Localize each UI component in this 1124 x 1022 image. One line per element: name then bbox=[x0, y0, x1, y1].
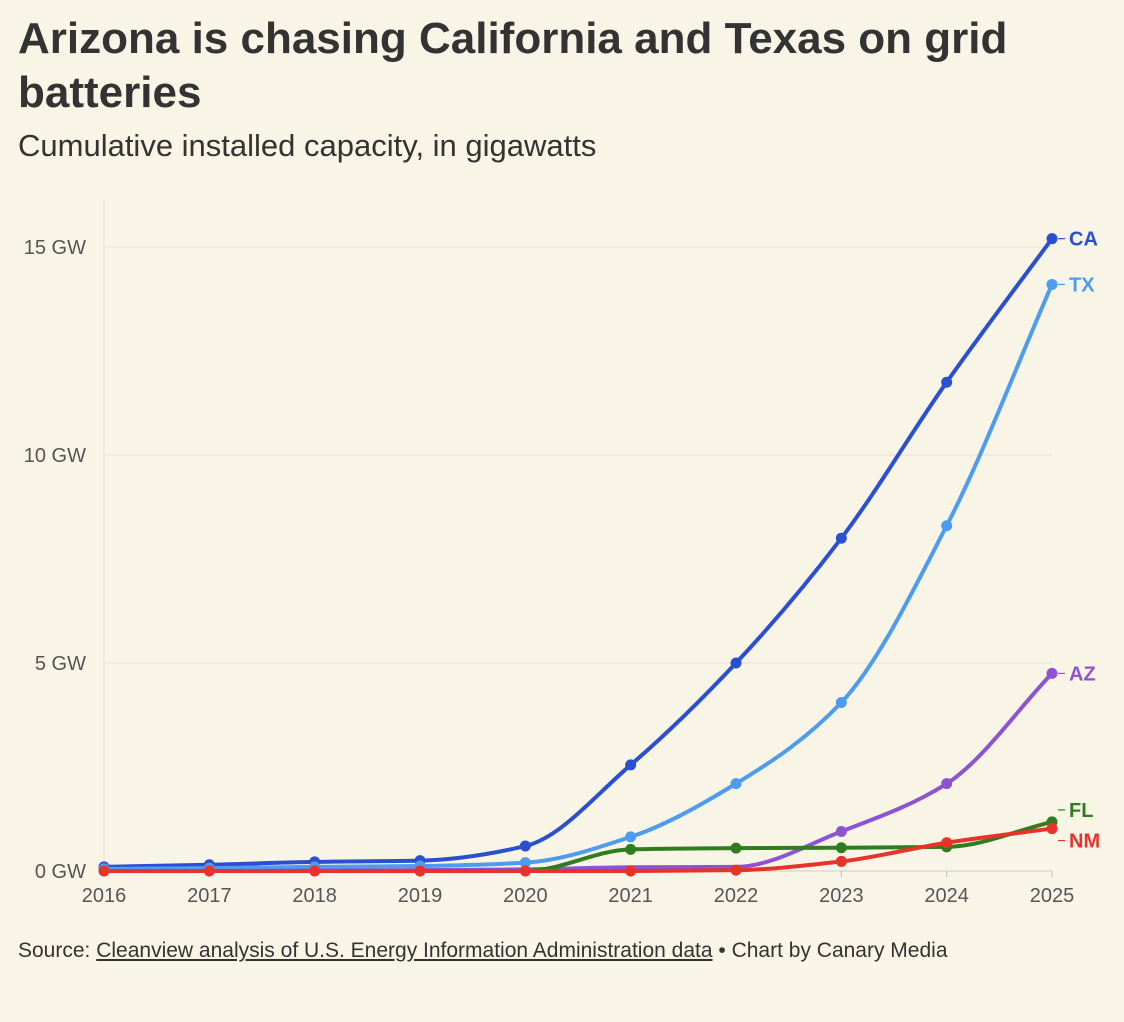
data-point-tx bbox=[625, 831, 637, 843]
data-point-fl bbox=[625, 843, 637, 855]
data-point-nm bbox=[519, 865, 531, 877]
y-tick-label: 15 GW bbox=[24, 237, 86, 259]
data-point-nm bbox=[414, 865, 426, 877]
series-line-az bbox=[102, 671, 1054, 873]
x-tick-label: 2024 bbox=[924, 885, 969, 907]
data-point-nm bbox=[941, 837, 953, 849]
data-point-ca bbox=[519, 840, 531, 852]
series-line-nm bbox=[102, 826, 1054, 873]
data-point-nm bbox=[730, 864, 742, 876]
x-tick-label: 2022 bbox=[714, 885, 759, 907]
line-chart: 0 GW 5 GW 10 GW 15 GW 2016 2017 2018 2019 2020 20… bbox=[24, 200, 1100, 907]
data-point-fl bbox=[730, 842, 742, 854]
footer-separator: • bbox=[718, 939, 726, 962]
x-tick-label: 2017 bbox=[187, 885, 232, 907]
data-point-nm bbox=[1046, 823, 1058, 835]
x-tick-label: 2025 bbox=[1030, 885, 1075, 907]
y-tick-label: 5 GW bbox=[35, 653, 86, 675]
data-point-nm bbox=[835, 855, 847, 867]
data-point-ca bbox=[730, 657, 742, 669]
data-point-fl bbox=[835, 842, 847, 854]
series-fl: FL bbox=[102, 800, 1093, 873]
chart-credit: Chart by Canary Media bbox=[731, 939, 948, 962]
series-label-az: AZ bbox=[1069, 663, 1096, 685]
source-link[interactable]: Cleanview analysis of U.S. Energy Inform… bbox=[96, 939, 713, 962]
data-point-az bbox=[941, 778, 953, 790]
chart-title: Arizona is chasing California and Texas … bbox=[18, 14, 1008, 117]
series-nm: NM bbox=[98, 823, 1100, 877]
source-prefix: Source: bbox=[18, 939, 91, 962]
data-point-nm bbox=[309, 865, 321, 877]
series-ca: CA bbox=[98, 229, 1098, 873]
series-label-ca: CA bbox=[1069, 229, 1098, 251]
data-point-ca bbox=[941, 376, 953, 388]
y-tick-label: 10 GW bbox=[24, 445, 86, 467]
data-point-nm bbox=[203, 865, 215, 877]
data-point-nm bbox=[625, 865, 637, 877]
series-line-tx bbox=[102, 282, 1054, 871]
series-label-nm: NM bbox=[1069, 831, 1100, 853]
data-point-tx bbox=[835, 697, 847, 709]
data-point-tx bbox=[1046, 278, 1058, 290]
y-tick-label: 0 GW bbox=[35, 861, 86, 883]
y-gridlines bbox=[104, 246, 1052, 664]
data-point-ca bbox=[1046, 233, 1058, 245]
data-point-nm bbox=[98, 865, 110, 877]
x-tick-label: 2021 bbox=[608, 885, 653, 907]
x-tick-label: 2016 bbox=[82, 885, 127, 907]
data-point-ca bbox=[835, 532, 847, 544]
data-point-tx bbox=[519, 857, 531, 869]
x-tick-label: 2020 bbox=[503, 885, 548, 907]
data-point-az bbox=[835, 825, 847, 837]
data-point-tx bbox=[941, 520, 953, 532]
series-label-fl: FL bbox=[1069, 800, 1093, 822]
series-line-ca bbox=[102, 236, 1054, 869]
x-tick-label: 2023 bbox=[819, 885, 864, 907]
chart-subtitle: Cumulative installed capacity, in gigawa… bbox=[18, 128, 597, 163]
x-tick-label: 2019 bbox=[398, 885, 443, 907]
chart-footer: Source: Cleanview analysis of U.S. Energ… bbox=[18, 936, 948, 966]
series-label-tx: TX bbox=[1069, 274, 1095, 296]
data-point-tx bbox=[730, 778, 742, 790]
data-point-az bbox=[1046, 667, 1058, 679]
x-tick-label: 2018 bbox=[292, 885, 337, 907]
data-point-ca bbox=[625, 759, 637, 771]
